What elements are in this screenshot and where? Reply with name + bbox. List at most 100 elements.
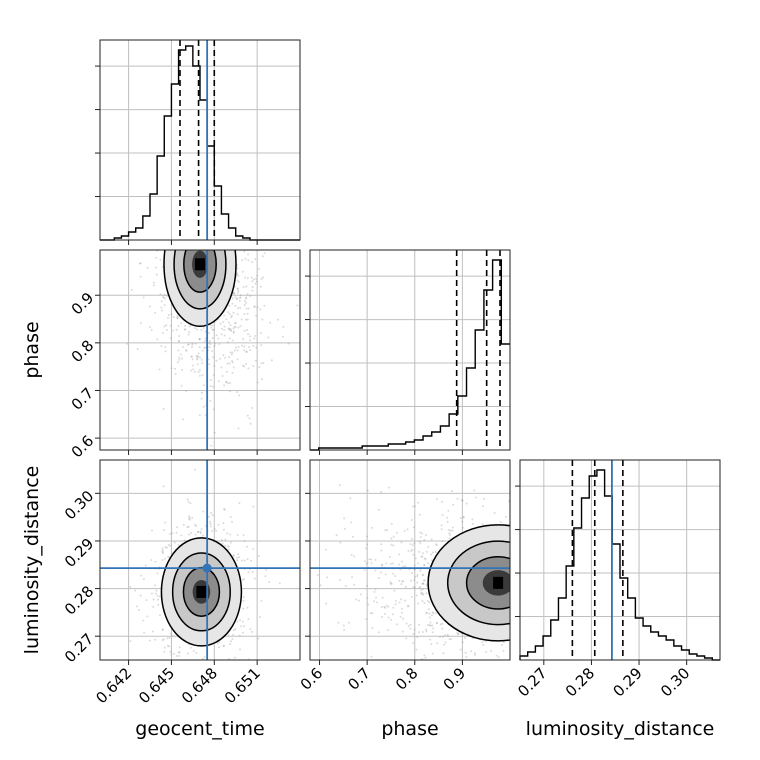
joint-phase_vs_geocent_time-scatter-point <box>208 346 211 349</box>
joint-phase_vs_geocent_time-scatter-point <box>245 307 248 310</box>
joint-phase_vs_geocent_time-scatter-point <box>197 245 199 247</box>
joint-phase_vs_geocent_time-scatter-point <box>241 226 243 228</box>
joint-phase_vs_geocent_time-scatter-point <box>223 222 225 224</box>
joint-phase_vs_geocent_time-scatter-point <box>228 362 231 365</box>
joint-luminosity_distance_vs_phase-scatter-point <box>435 621 438 624</box>
joint-phase_vs_geocent_time-scatter-point <box>221 374 224 377</box>
joint-phase_vs_geocent_time-scatter-point <box>217 380 220 383</box>
joint-phase_vs_geocent_time-scatter-point <box>230 353 233 356</box>
joint-luminosity_distance_vs_phase-scatter-point <box>399 615 402 618</box>
joint-luminosity_distance_vs_geocent_time-scatter-point <box>191 516 194 519</box>
joint-luminosity_distance_vs_geocent_time-scatter-point <box>240 559 243 562</box>
joint-luminosity_distance_vs_geocent_time-scatter-point <box>166 644 169 647</box>
joint-luminosity_distance_vs_geocent_time-scatter-point <box>170 653 173 656</box>
xtick-label-geocent_time-1: 0.645 <box>135 664 178 707</box>
joint-luminosity_distance_vs_phase-scatter-point <box>434 551 437 554</box>
joint-phase_vs_geocent_time-scatter-point <box>182 346 185 349</box>
joint-phase_vs_geocent_time-scatter-point <box>211 232 213 234</box>
joint-luminosity_distance_vs_phase-scatter-point <box>553 541 555 543</box>
joint-luminosity_distance_vs_phase-scatter-point <box>428 624 431 627</box>
joint-phase_vs_geocent_time-scatter-point <box>204 346 207 349</box>
joint-luminosity_distance_vs_phase-scatter-point <box>451 490 454 493</box>
joint-phase_vs_geocent_time-scatter-point <box>244 257 247 260</box>
xlabel-phase: phase <box>381 718 438 740</box>
joint-luminosity_distance_vs_geocent_time-scatter-point <box>162 638 165 641</box>
joint-phase_vs_geocent_time-scatter-point <box>229 237 231 239</box>
joint-phase_vs_geocent_time-scatter-point <box>149 326 152 329</box>
joint-phase_vs_geocent_time-scatter-point <box>239 294 242 297</box>
joint-phase_vs_geocent_time-scatter-point <box>203 203 205 205</box>
joint-luminosity_distance_vs_geocent_time-scatter-point <box>134 589 137 592</box>
joint-phase_vs_geocent_time-scatter-point <box>248 345 251 348</box>
joint-phase_vs_geocent_time-scatter-point <box>210 242 212 244</box>
joint-phase_vs_geocent_time-scatter-point <box>168 241 170 243</box>
joint-phase_vs_geocent_time-scatter-point <box>231 351 234 354</box>
joint-phase_vs_geocent_time-scatter-point <box>248 202 250 204</box>
joint-phase_vs_geocent_time-scatter-point <box>186 246 188 248</box>
joint-luminosity_distance_vs_phase-scatter-point <box>432 627 435 630</box>
joint-luminosity_distance_vs_phase-scatter-point <box>324 548 327 551</box>
xlabel-geocent_time: geocent_time <box>135 718 264 740</box>
joint-luminosity_distance_vs_phase-scatter-point <box>380 549 383 552</box>
joint-phase_vs_geocent_time-scatter-point <box>227 321 230 324</box>
joint-phase_vs_geocent_time-scatter-point <box>245 350 248 353</box>
joint-luminosity_distance_vs_geocent_time-scatter-point <box>222 528 225 531</box>
joint-phase_vs_geocent_time-scatter-point <box>230 329 233 332</box>
joint-luminosity_distance_vs_phase-scatter-point <box>413 578 416 581</box>
joint-luminosity_distance_vs_phase-scatter-point <box>343 629 346 632</box>
joint-phase_vs_geocent_time-scatter-point <box>231 371 234 374</box>
joint-luminosity_distance_vs_geocent_time-scatter-point <box>231 638 234 641</box>
joint-luminosity_distance_vs_phase-scatter-point <box>511 569 513 571</box>
joint-luminosity_distance_vs_phase-scatter-point <box>470 650 473 653</box>
joint-luminosity_distance_vs_geocent_time-scatter-point <box>166 637 169 640</box>
joint-luminosity_distance_vs_phase-scatter-point <box>371 627 374 630</box>
joint-luminosity_distance_vs_phase-scatter-point <box>391 562 394 565</box>
joint-phase_vs_geocent_time-scatter-point <box>234 296 237 299</box>
joint-phase_vs_geocent_time-scatter-point <box>161 331 164 334</box>
joint-phase_vs_geocent_time-scatter-point <box>261 255 264 258</box>
joint-luminosity_distance_vs_phase-scatter-point <box>443 643 446 646</box>
joint-luminosity_distance_vs_geocent_time-scatter-point <box>143 631 146 634</box>
joint-phase_vs_geocent_time-scatter-point <box>180 244 182 246</box>
joint-phase_vs_geocent_time-scatter-point <box>165 212 167 214</box>
joint-phase_vs_geocent_time-scatter-point <box>215 334 218 337</box>
joint-phase_vs_geocent_time-scatter-point <box>240 318 243 321</box>
joint-luminosity_distance_vs_geocent_time-scatter-point <box>175 531 178 534</box>
joint-phase_vs_geocent_time-scatter-point <box>247 217 249 219</box>
joint-luminosity_distance_vs_geocent_time-scatter-point <box>209 520 212 523</box>
joint-phase_vs_geocent_time-scatter-point <box>252 156 254 158</box>
joint-phase_vs_geocent_time-scatter-point <box>282 325 285 328</box>
joint-phase_vs_geocent_time-scatter-point <box>204 227 206 229</box>
joint-phase_vs_geocent_time-scatter-point <box>210 444 213 447</box>
joint-luminosity_distance_vs_geocent_time-scatter-point <box>142 578 145 581</box>
joint-luminosity_distance_vs_geocent_time-scatter-point <box>224 544 227 547</box>
joint-phase_vs_geocent_time-scatter-point <box>212 237 214 239</box>
joint-phase_vs_geocent_time-scatter-point <box>194 342 197 345</box>
joint-luminosity_distance_vs_phase-scatter-point <box>423 602 426 605</box>
joint-phase_vs_geocent_time-scatter-point <box>190 234 192 236</box>
joint-phase_vs_geocent_time-scatter-point <box>203 347 206 350</box>
joint-phase_vs_geocent_time-scatter-point <box>242 338 245 341</box>
joint-luminosity_distance_vs_phase-scatter-point <box>514 583 516 585</box>
joint-luminosity_distance_vs_geocent_time-scatter-point <box>209 522 212 525</box>
joint-luminosity_distance_vs_phase-scatter-point <box>391 613 394 616</box>
joint-luminosity_distance_vs_phase-scatter-point <box>436 498 439 501</box>
joint-luminosity_distance_vs_geocent_time-scatter-point <box>185 666 187 668</box>
joint-phase_vs_geocent_time-scatter-point <box>190 355 193 358</box>
joint-phase_vs_geocent_time-scatter-point <box>194 244 196 246</box>
joint-phase_vs_geocent_time-scatter-point <box>239 306 242 309</box>
joint-luminosity_distance_vs_phase-scatter-point <box>343 517 346 520</box>
joint-luminosity_distance_vs_geocent_time-scatter-point <box>178 646 181 649</box>
joint-phase_vs_geocent_time-scatter-point <box>230 314 233 317</box>
joint-luminosity_distance_vs_geocent_time-scatter-point <box>257 637 260 640</box>
joint-luminosity_distance_vs_phase-scatter-point <box>550 611 552 613</box>
joint-luminosity_distance_vs_phase-scatter-point <box>438 635 441 638</box>
joint-luminosity_distance_vs_geocent_time-scatter-point <box>253 577 256 580</box>
joint-phase_vs_geocent_time-scatter-point <box>241 364 244 367</box>
joint-phase_vs_geocent_time-scatter-point <box>257 267 260 270</box>
xtick-label-geocent_time-0: 0.642 <box>92 664 135 707</box>
joint-phase_vs_geocent_time-scatter-point <box>226 370 229 373</box>
joint-luminosity_distance_vs_phase-scatter-point <box>381 563 384 566</box>
joint-luminosity_distance_vs_geocent_time-scatter-point <box>246 557 249 560</box>
joint-luminosity_distance_vs_geocent_time-scatter-point <box>203 656 206 659</box>
